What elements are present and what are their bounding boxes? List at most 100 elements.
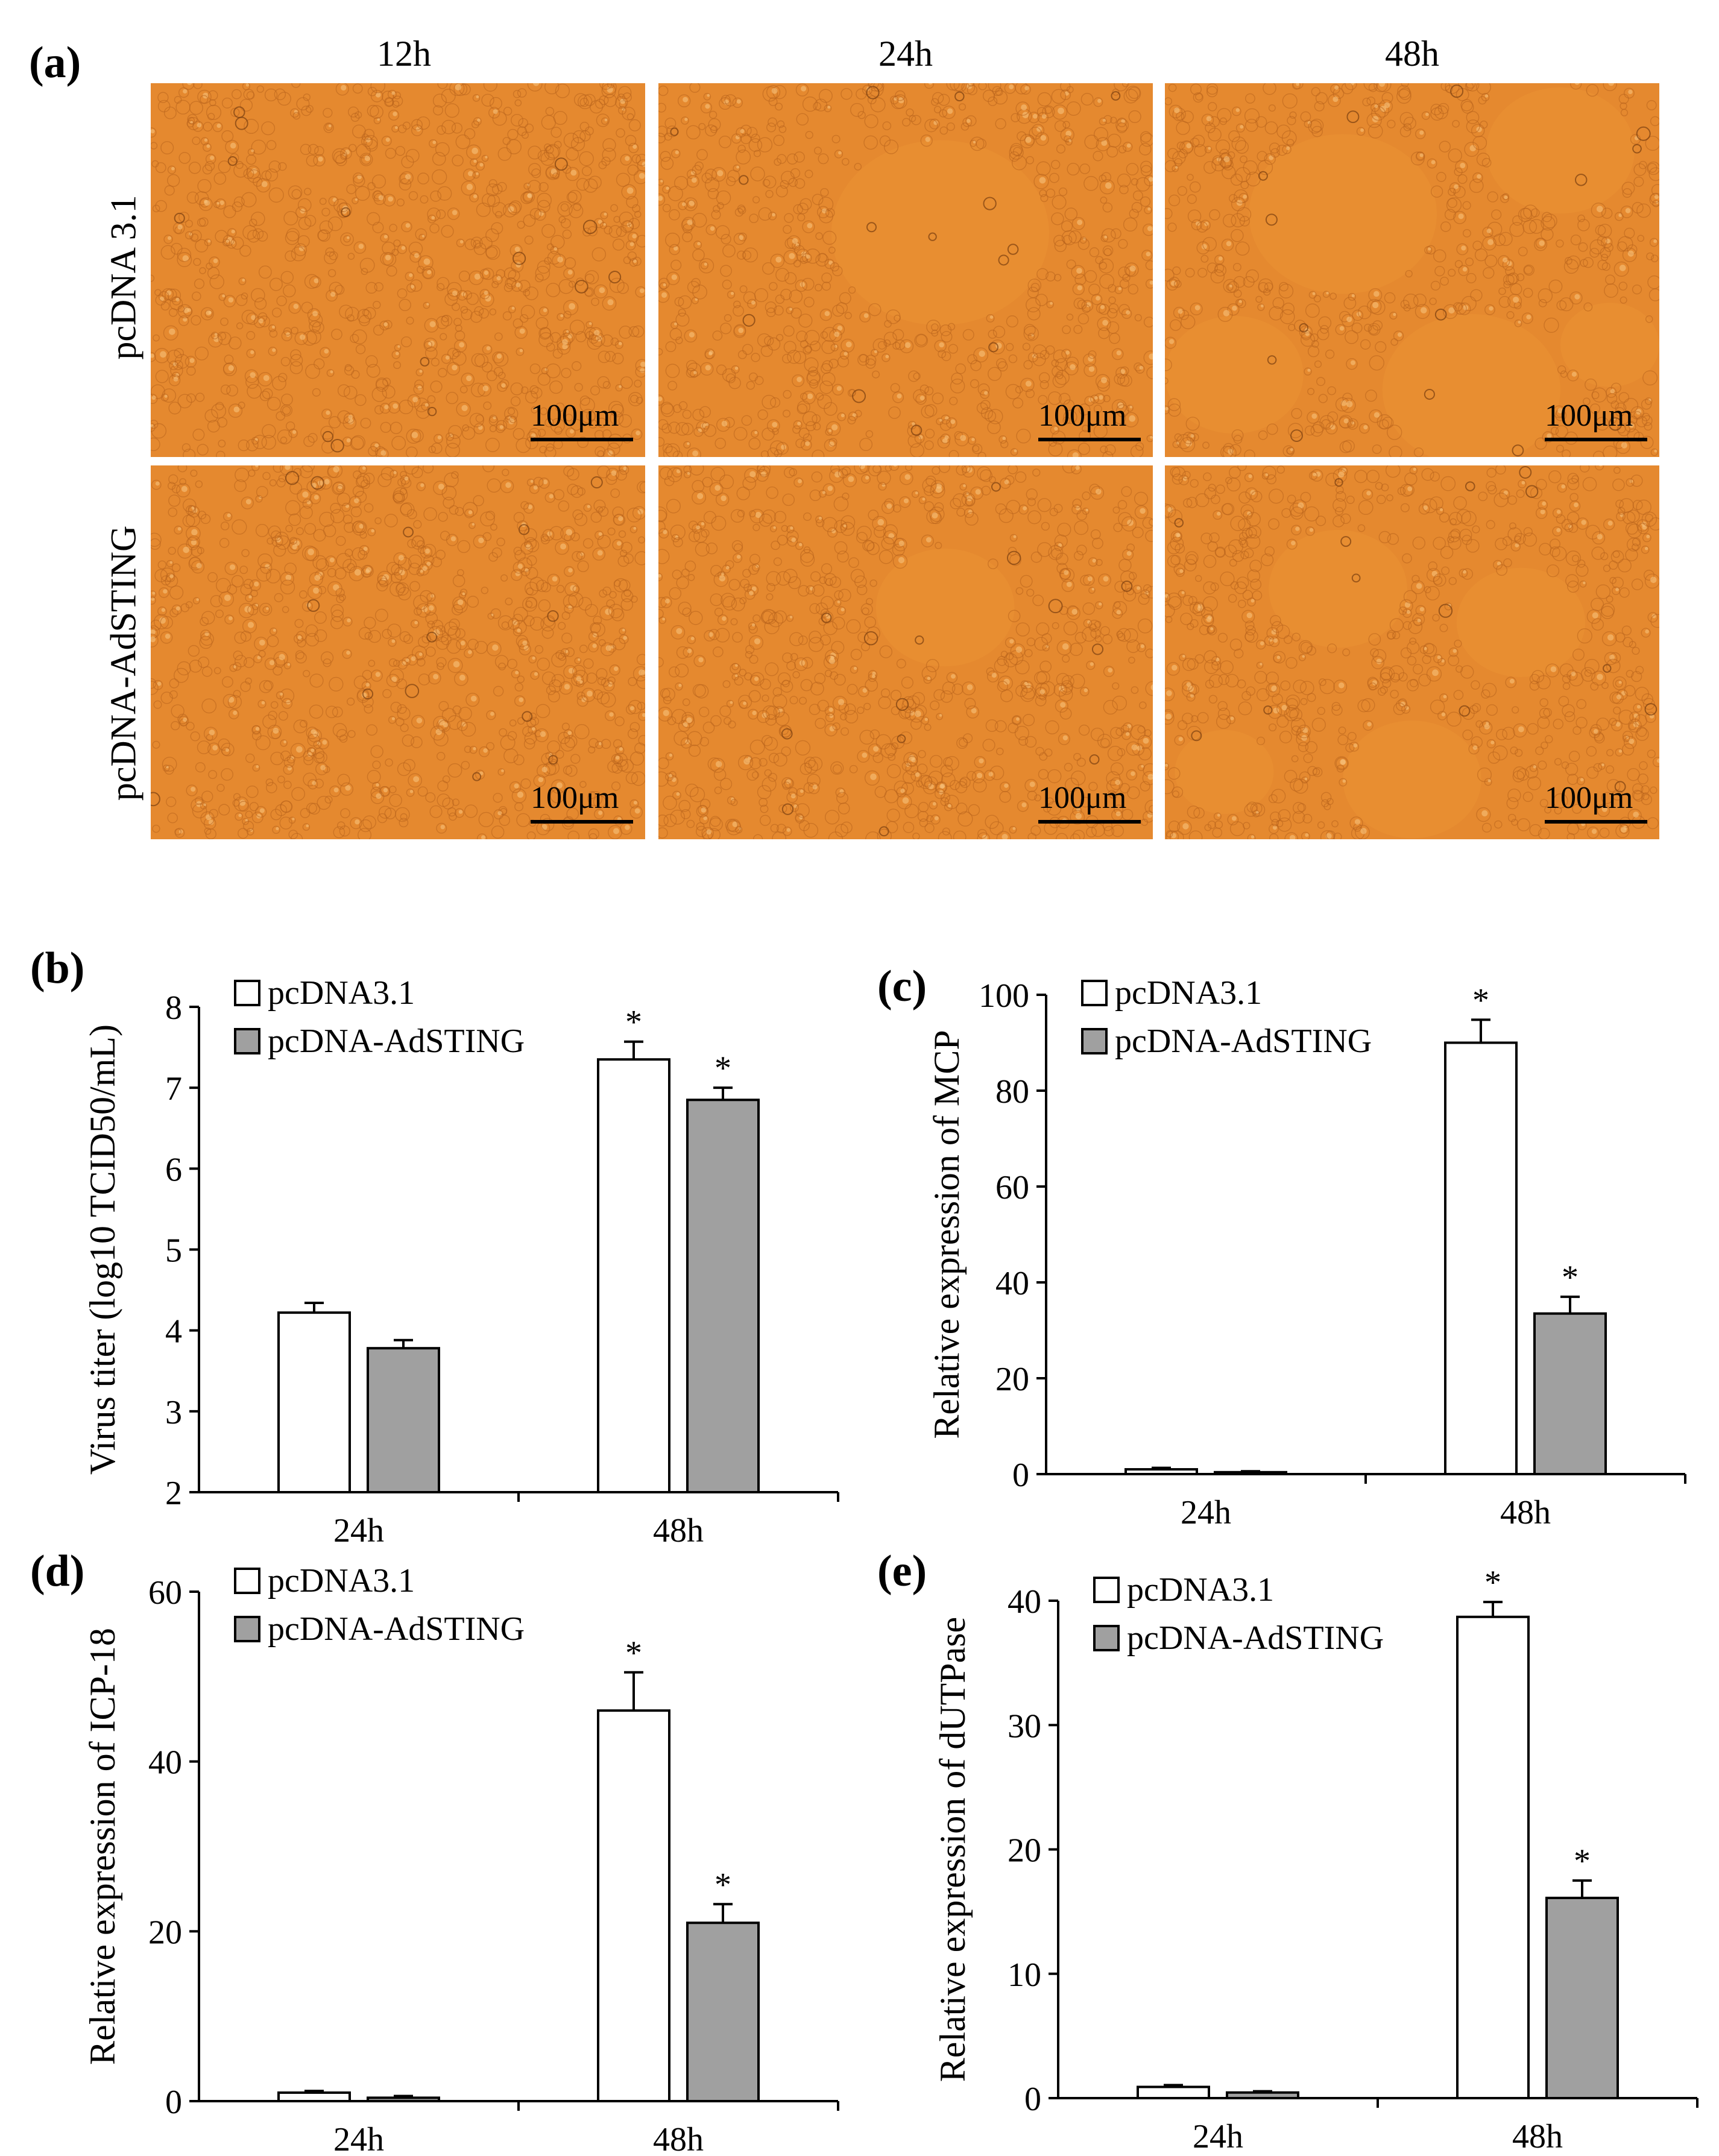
y-tick-label: 20: [1008, 1832, 1041, 1870]
x-tick-label: 24h: [1181, 1494, 1231, 1531]
x-tick-label: 24h: [333, 1512, 384, 1549]
micrograph-pcdna-3.1-12h: [151, 83, 645, 457]
scale-bar: [1038, 438, 1141, 441]
legend-label: pcDNA3.1: [268, 1562, 415, 1600]
legend-label: pcDNA-AdSTING: [268, 1610, 525, 1648]
row-label-pcdna31: pcDNA 3.1: [103, 195, 144, 360]
column-label-24h: 24h: [878, 34, 933, 74]
micrograph-pcdna-adsting-24h: [658, 465, 1153, 839]
micrograph-pcdna-adsting-48h: [1165, 465, 1659, 839]
panel-a-label: (a): [29, 38, 81, 87]
y-tick-label: 20: [148, 1914, 182, 1951]
bar-pcdna3.1-48h: [1444, 1041, 1518, 1475]
y-tick-label: 3: [165, 1394, 182, 1431]
chart-c: (c) 0 20 40 60 80 100 Relative expression of MC…: [877, 962, 1686, 1531]
legend-swatch: [234, 980, 260, 1006]
significance-marker: *: [1574, 1842, 1591, 1880]
legend-swatch: [234, 1028, 260, 1054]
scale-bar-label: 100μm: [1545, 781, 1633, 815]
bar-pcdna3.1-48h: [1456, 1615, 1530, 2099]
y-tick-label: 7: [165, 1070, 182, 1108]
significance-marker: *: [714, 1050, 731, 1087]
bar-pcdna3.1-24h: [1124, 1468, 1198, 1475]
y-tick-label: 100: [979, 977, 1029, 1015]
significance-marker: *: [1484, 1564, 1501, 1601]
legend-label: pcDNA-AdSTING: [1127, 1619, 1384, 1657]
legend-swatch: [1081, 1028, 1108, 1054]
y-tick-label: 40: [148, 1744, 182, 1782]
bar-pcdna3.1-24h: [277, 2091, 351, 2103]
legend-swatch: [234, 1568, 260, 1594]
scale-bar: [1545, 438, 1647, 441]
micrograph-pcdna-3.1-24h: [658, 83, 1153, 457]
row-label-pcdna-adsting: pcDNA-AdSTING: [103, 525, 144, 801]
chart-d: (d) 0 20 40 60 Relative expression of ICP-18 2…: [30, 1546, 839, 2156]
y-tick-label: 2: [165, 1475, 182, 1512]
y-tick-label: 5: [165, 1232, 182, 1270]
legend-label: pcDNA3.1: [1115, 974, 1262, 1012]
bar-pcdna3.1-24h: [277, 1311, 351, 1494]
y-tick-label: 10: [1008, 1956, 1041, 1994]
chart-b: (b) 2 3 4 5 6 7 8 Virus titer (log10 TCID50/mL) 2…: [30, 944, 839, 1549]
y-axis-label: Relative expression of MCP: [927, 1030, 967, 1439]
y-tick-label: 30: [1008, 1707, 1041, 1745]
legend-label: pcDNA-AdSTING: [268, 1023, 525, 1060]
bar-pcdna-adsting-24h: [367, 1347, 440, 1494]
y-tick-label: 40: [995, 1265, 1029, 1302]
scale-bar-label: 100μm: [1038, 399, 1127, 433]
panel-label: (c): [877, 962, 927, 1011]
significance-marker: *: [625, 1634, 642, 1672]
y-tick-label: 60: [995, 1169, 1029, 1206]
y-tick-label: 0: [1012, 1457, 1029, 1494]
legend-label: pcDNA-AdSTING: [1115, 1023, 1372, 1060]
scale-bar: [531, 820, 633, 824]
y-tick-label: 4: [165, 1313, 182, 1351]
significance-marker: *: [1472, 982, 1489, 1019]
legend-swatch: [1093, 1577, 1120, 1603]
scale-bar-label: 100μm: [531, 399, 619, 433]
bar-pcdna3.1-24h: [1137, 2085, 1210, 2099]
bar-pcdna3.1-48h: [597, 1709, 670, 2102]
x-tick-label: 48h: [1512, 2118, 1563, 2155]
y-tick-label: 0: [1024, 2081, 1041, 2118]
column-label-12h: 12h: [377, 34, 431, 74]
scale-bar-label: 100μm: [1038, 781, 1127, 815]
legend-swatch: [1093, 1625, 1120, 1651]
panel-label: (d): [30, 1546, 84, 1596]
scale-bar: [531, 438, 633, 441]
micrograph-pcdna-3.1-48h: [1165, 83, 1659, 457]
y-tick-label: 20: [995, 1361, 1029, 1398]
y-tick-label: 0: [165, 2084, 182, 2121]
bar-pcdna-adsting-24h: [367, 2096, 440, 2102]
scale-bar: [1545, 820, 1647, 824]
scale-bar-label: 100μm: [1545, 399, 1633, 433]
scale-bar: [1038, 820, 1141, 824]
bar-pcdna3.1-48h: [597, 1058, 670, 1494]
micrograph-pcdna-adsting-12h: [151, 465, 645, 839]
significance-marker: *: [714, 1866, 731, 1903]
y-tick-label: 40: [1008, 1583, 1041, 1621]
panel-label: (e): [877, 1546, 927, 1596]
bar-pcdna-adsting-48h: [1533, 1312, 1607, 1475]
bar-pcdna-adsting-24h: [1214, 1470, 1287, 1476]
y-tick-label: 6: [165, 1151, 182, 1188]
x-tick-label: 24h: [333, 2121, 384, 2156]
legend-label: pcDNA3.1: [1127, 1571, 1274, 1609]
bar-pcdna-adsting-48h: [686, 1921, 760, 2102]
bar-pcdna-adsting-48h: [686, 1098, 760, 1493]
chart-e: (e) 0 10 20 30 40 Relative expression of dUTPa…: [877, 1546, 1698, 2155]
significance-marker: *: [1562, 1259, 1579, 1296]
legend-swatch: [234, 1616, 260, 1642]
legend-label: pcDNA3.1: [268, 974, 415, 1012]
y-axis-label: Relative expression of ICP-18: [83, 1628, 122, 2065]
x-tick-label: 48h: [1500, 1494, 1551, 1531]
y-tick-label: 60: [148, 1574, 182, 1612]
legend-swatch: [1081, 980, 1108, 1006]
panel-label: (b): [30, 944, 84, 993]
bar-pcdna-adsting-48h: [1545, 1896, 1619, 2099]
y-tick-label: 8: [165, 989, 182, 1027]
significance-marker: *: [625, 1004, 642, 1041]
x-tick-label: 48h: [653, 2121, 704, 2156]
x-tick-label: 48h: [653, 1512, 704, 1549]
bar-pcdna-adsting-24h: [1226, 2091, 1299, 2099]
